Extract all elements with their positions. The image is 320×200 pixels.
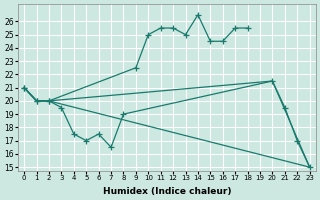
X-axis label: Humidex (Indice chaleur): Humidex (Indice chaleur) <box>103 187 231 196</box>
